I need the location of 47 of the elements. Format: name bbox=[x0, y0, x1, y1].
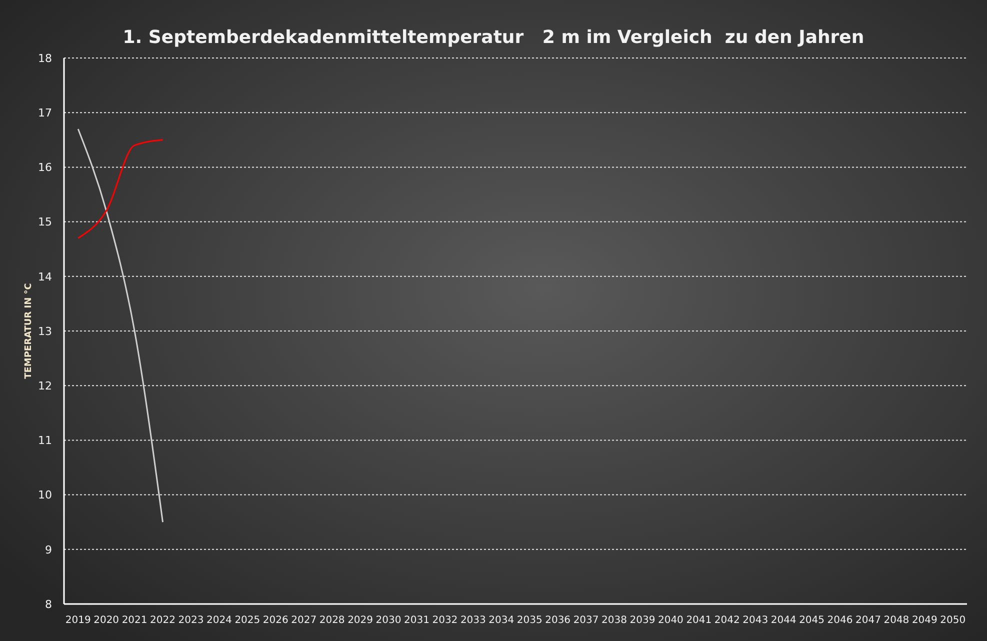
x-tick-label: 2030 bbox=[376, 615, 402, 626]
x-tick-label: 2021 bbox=[122, 615, 148, 626]
y-tick-label: 13 bbox=[38, 324, 52, 338]
x-tick-label: 2022 bbox=[150, 615, 176, 626]
x-tick-label: 2020 bbox=[94, 615, 120, 626]
y-tick-label: 14 bbox=[38, 270, 52, 284]
x-tick-label: 2024 bbox=[206, 615, 232, 626]
x-tick-label: 2049 bbox=[912, 615, 938, 626]
x-tick-label: 2037 bbox=[573, 615, 599, 626]
x-tick-label: 2039 bbox=[630, 615, 656, 626]
y-tick-label: 17 bbox=[38, 106, 52, 120]
x-tick-label: 2047 bbox=[856, 615, 881, 626]
x-tick-label: 2035 bbox=[516, 615, 542, 626]
y-tick-label: 16 bbox=[38, 161, 52, 174]
x-tick-label: 2033 bbox=[460, 615, 486, 626]
line-series bbox=[77, 139, 164, 239]
x-tick-label: 2046 bbox=[827, 615, 853, 626]
x-tick-label: 2034 bbox=[488, 615, 514, 626]
x-tick-label: 2045 bbox=[799, 615, 825, 626]
x-tick-label: 2026 bbox=[262, 615, 288, 626]
x-tick-label: 2050 bbox=[940, 615, 966, 626]
x-tick-label: 2048 bbox=[884, 615, 910, 626]
y-tick-label: 9 bbox=[45, 543, 52, 556]
x-tick-label: 2028 bbox=[319, 615, 345, 626]
x-tick-label: 2031 bbox=[404, 615, 430, 626]
y-tick-label: 12 bbox=[38, 379, 52, 392]
x-tick-label: 2038 bbox=[602, 615, 627, 626]
x-tick-label: 2036 bbox=[545, 615, 571, 626]
x-tick-label: 2023 bbox=[178, 615, 204, 626]
y-tick-label: 11 bbox=[38, 434, 52, 448]
y-tick-label: 15 bbox=[38, 216, 52, 229]
x-tick-label: 2044 bbox=[770, 615, 796, 626]
y-tick-label: 18 bbox=[38, 52, 52, 65]
x-tick-label: 2027 bbox=[291, 615, 317, 626]
x-tick-label: 2019 bbox=[65, 615, 91, 626]
chart-title: 1. Septemberdekadenmitteltemperatur 2 m im Vergleich zu den Jahren bbox=[122, 27, 864, 48]
x-tick-label: 2025 bbox=[234, 615, 260, 626]
x-tick-label: 2040 bbox=[658, 615, 684, 626]
x-tick-label: 2032 bbox=[432, 615, 458, 626]
x-tick-label: 2043 bbox=[742, 615, 768, 626]
y-axis-title: TEMPERATUR IN °C bbox=[24, 282, 34, 379]
line-series bbox=[77, 128, 164, 523]
x-tick-label: 2042 bbox=[714, 615, 740, 626]
y-tick-label: 10 bbox=[38, 488, 52, 502]
y-tick-label: 8 bbox=[45, 598, 52, 611]
x-tick-label: 2041 bbox=[686, 615, 712, 626]
x-tick-label: 2029 bbox=[348, 615, 374, 626]
